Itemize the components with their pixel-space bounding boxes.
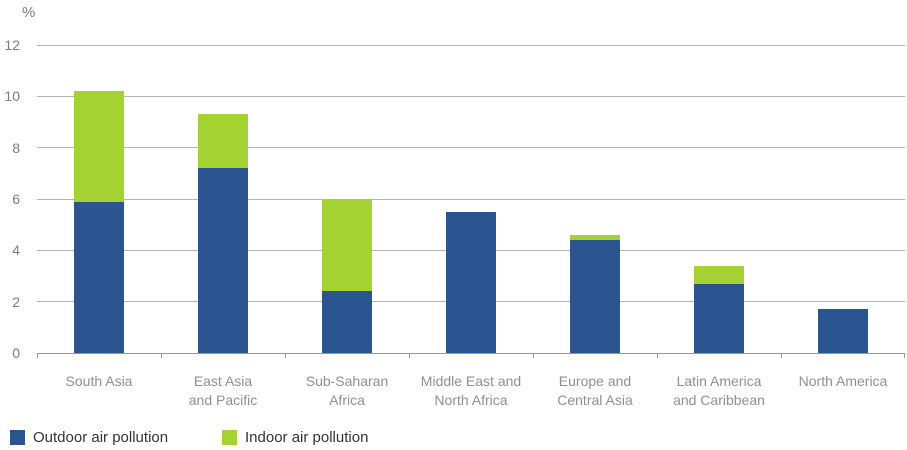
- gridline-6: [37, 198, 905, 200]
- y-tick-label-8: 8: [12, 139, 20, 156]
- x-axis-tick-3: [409, 353, 410, 358]
- x-axis-tick-0: [37, 353, 38, 358]
- bar-segment-outdoor-air-pollution-north-america: [818, 309, 868, 353]
- y-tick-label-0: 0: [12, 345, 20, 361]
- x-label-south-asia: South Asia: [37, 372, 161, 391]
- x-label-line: East Asia: [193, 373, 253, 389]
- bar-segment-outdoor-air-pollution-sub-saharan-africa: [322, 291, 372, 353]
- bar-segment-indoor-air-pollution-south-asia: [74, 91, 124, 202]
- gridline-10: [37, 95, 905, 97]
- x-label-line: Middle East and: [420, 373, 522, 389]
- bar-segment-outdoor-air-pollution-middle-east-and-north-africa: [446, 211, 496, 353]
- x-label-line: Europe and: [558, 373, 632, 389]
- x-axis-tick-1: [161, 353, 162, 358]
- legend-item-indoor: Indoor air pollution: [222, 429, 368, 446]
- x-label-middle-east-and-north-africa: Middle East and North Africa: [409, 372, 533, 410]
- plot-area: [37, 44, 905, 358]
- legend-label-indoor: Indoor air pollution: [245, 429, 369, 446]
- y-axis-unit-label: %: [22, 4, 36, 21]
- bar-latin-america-and-caribbean: [694, 45, 744, 353]
- x-axis-tick-7: [904, 353, 905, 358]
- gridline-12: [37, 44, 905, 46]
- bar-segment-outdoor-air-pollution-europe-and-central-asia: [570, 240, 620, 353]
- x-label-line: and Pacific: [188, 392, 258, 408]
- x-label-east-asia-and-pacific: East Asia and Pacific: [161, 372, 285, 410]
- bar-segment-indoor-air-pollution-latin-america-and-caribbean: [694, 265, 744, 284]
- bar-middle-east-and-north-africa: [446, 45, 496, 353]
- indoor-color-swatch: [222, 430, 237, 445]
- x-label-line: and Caribbean: [673, 392, 765, 408]
- y-tick-label-6: 6: [12, 191, 20, 207]
- bar-north-america: [818, 45, 868, 353]
- bar-segment-indoor-air-pollution-europe-and-central-asia: [570, 235, 620, 241]
- x-axis-tick-6: [781, 353, 782, 358]
- x-axis-line: [37, 353, 905, 354]
- x-label-line: Latin America: [676, 373, 762, 389]
- y-tick-label-2: 2: [12, 293, 20, 310]
- legend-item-outdoor: Outdoor air pollution: [10, 429, 168, 446]
- y-tick-label-10: 10: [4, 88, 20, 105]
- bar-south-asia: [74, 45, 124, 353]
- x-label-europe-and-central-asia: Europe and Central Asia: [533, 372, 657, 410]
- x-label-line: North Africa: [434, 392, 508, 408]
- bar-segment-indoor-air-pollution-sub-saharan-africa: [322, 199, 372, 292]
- gridline-8: [37, 147, 905, 149]
- x-axis-category-labels: South Asia East Asia and Pacific Sub-Sahara…: [37, 372, 905, 416]
- x-axis-tick-5: [657, 353, 658, 358]
- x-label-line: Central Asia: [557, 392, 633, 408]
- bar-europe-and-central-asia: [570, 45, 620, 353]
- bar-segment-outdoor-air-pollution-east-asia-and-pacific: [198, 168, 248, 353]
- x-label-latin-america-and-caribbean: Latin America and Caribbean: [657, 372, 781, 410]
- outdoor-color-swatch: [10, 430, 25, 445]
- y-tick-label-4: 4: [12, 242, 20, 259]
- x-label-north-america: North America: [781, 372, 905, 391]
- bar-segment-outdoor-air-pollution-latin-america-and-caribbean: [694, 283, 744, 353]
- bar-segment-outdoor-air-pollution-south-asia: [74, 201, 124, 353]
- x-label-line: South Asia: [65, 373, 133, 389]
- x-label-line: Sub-Saharan: [305, 373, 389, 389]
- bar-segment-indoor-air-pollution-east-asia-and-pacific: [198, 114, 248, 169]
- legend-label-outdoor: Outdoor air pollution: [33, 429, 169, 446]
- bar-east-asia-and-pacific: [198, 45, 248, 353]
- y-tick-label-12: 12: [4, 37, 20, 53]
- x-axis-tick-2: [285, 353, 286, 358]
- x-axis-tick-4: [533, 353, 534, 358]
- x-label-sub-saharan-africa: Sub-Saharan Africa: [285, 372, 409, 410]
- x-label-line: Africa: [329, 392, 365, 408]
- x-label-line: North America: [798, 373, 888, 389]
- bar-sub-saharan-africa: [322, 45, 372, 353]
